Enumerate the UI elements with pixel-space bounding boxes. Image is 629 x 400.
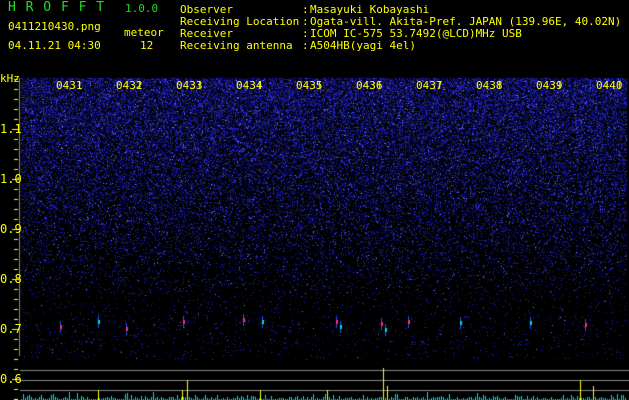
time-label: 0431 <box>56 79 83 92</box>
time-label: 0437 <box>416 79 443 92</box>
info-value: A504HB(yagi 4el) <box>310 39 416 52</box>
y-tick-label: 0.7 <box>0 322 22 336</box>
info-colon: : <box>302 3 309 16</box>
file-name: 0411210430.png <box>8 20 101 33</box>
y-tick-label: 1.1 <box>0 122 22 136</box>
app-version: 1.0.0 <box>125 2 159 15</box>
info-value: ICOM IC-575 53.7492(@LCD)MHz USB <box>310 27 522 40</box>
y-tick-label: 0.6 <box>0 372 22 386</box>
time-label: 0433 <box>176 79 203 92</box>
time-label: 0436 <box>356 79 383 92</box>
time-label: 0432 <box>116 79 143 92</box>
y-tick-label: 0.8 <box>0 272 22 286</box>
info-colon: : <box>302 15 309 28</box>
info-value: Ogata-vill. Akita-Pref. JAPAN (139.96E, … <box>310 15 622 28</box>
time-label: 0439 <box>536 79 563 92</box>
app-logo: H R O F F T <box>8 0 106 15</box>
time-label: 0435 <box>296 79 323 92</box>
time-label: 0434 <box>236 79 263 92</box>
info-label: Receiver <box>180 27 233 40</box>
meteor-count: 12 <box>140 39 154 52</box>
y-tick-label: 1.0 <box>0 172 22 186</box>
info-colon: : <box>302 27 309 40</box>
unit-label: kHz <box>0 72 20 85</box>
y-tick-label: 0.9 <box>0 222 22 236</box>
info-label: Observer <box>180 3 233 16</box>
info-label: Receiving antenna <box>180 39 293 52</box>
info-value: Masayuki Kobayashi <box>310 3 430 16</box>
meteor-label: meteor <box>124 26 164 39</box>
info-colon: : <box>302 39 309 52</box>
time-label: 0438 <box>476 79 503 92</box>
info-label: Receiving Location <box>180 15 300 28</box>
time-label: 0440 <box>596 79 623 92</box>
date-time: 04.11.21 04:30 <box>8 39 101 52</box>
